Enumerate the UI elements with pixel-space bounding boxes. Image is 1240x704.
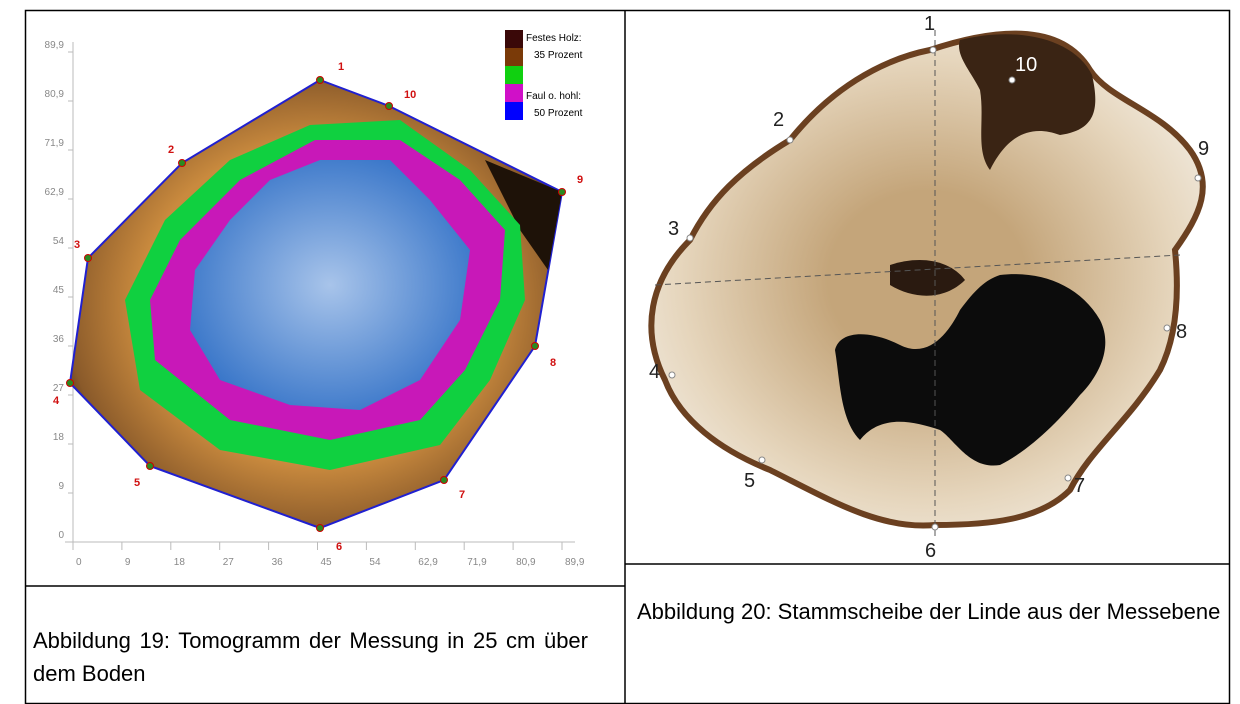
cavity — [835, 274, 1106, 466]
y-tick-label: 9 — [58, 481, 64, 492]
y-tick-label: 80,9 — [45, 89, 65, 100]
caption: Abbildung 19: Tomogramm der Messung in 2… — [33, 628, 588, 686]
legend-swatch — [505, 48, 523, 66]
legend-swatch — [505, 66, 523, 84]
sensor-label: 7 — [459, 489, 465, 501]
y-tick-label: 27 — [53, 383, 65, 394]
photo-label: 5 — [744, 470, 755, 492]
sensor-label: 6 — [336, 541, 342, 553]
sensor-label: 8 — [550, 357, 556, 369]
marker-dot — [786, 136, 794, 144]
x-tick-label: 18 — [174, 557, 186, 568]
sensor-dot — [316, 524, 324, 532]
marker-dot — [1194, 174, 1202, 182]
y-tick-label: 45 — [53, 285, 65, 296]
sensor-label: 5 — [134, 477, 140, 489]
legend-swatch — [505, 102, 523, 120]
sensor-label: 2 — [168, 144, 174, 156]
x-tick-label: 71,9 — [467, 557, 487, 568]
photo-label: 7 — [1074, 475, 1085, 497]
x-tick-label: 36 — [272, 557, 284, 568]
y-tick-label: 62,9 — [45, 187, 65, 198]
legend-text: Faul o. hohl: — [526, 91, 581, 102]
measure-line — [654, 254, 1181, 286]
sensor-label: 1 — [338, 61, 344, 73]
y-tick-label: 36 — [53, 334, 65, 345]
x-tick-label: 80,9 — [516, 557, 536, 568]
sensor-dot — [558, 188, 566, 196]
marker-dot — [1064, 474, 1072, 482]
sensor-label: 3 — [74, 239, 80, 251]
photo-label: 3 — [668, 218, 679, 240]
y-tick-label: 89,9 — [45, 40, 65, 51]
cavity — [890, 260, 965, 296]
marker-dot — [686, 234, 694, 242]
x-tick-label: 89,9 — [565, 557, 585, 568]
caption: Abbildung 20: Stammscheibe der Linde aus… — [637, 599, 1221, 624]
photo-label: 4 — [649, 361, 660, 383]
marker-dot — [1008, 76, 1016, 84]
blue-zone — [190, 160, 470, 410]
photo-label: 8 — [1176, 321, 1187, 343]
sensor-dot — [146, 462, 154, 470]
sensor-dot — [178, 159, 186, 167]
bark-zone — [959, 34, 1096, 170]
y-tick-label: 54 — [53, 236, 65, 247]
x-tick-label: 54 — [369, 557, 381, 568]
sensor-label: 4 — [53, 395, 60, 407]
marker-dot — [1163, 324, 1171, 332]
x-tick-label: 9 — [125, 557, 131, 568]
photo-label: 1 — [924, 13, 935, 35]
sensor-label: 9 — [577, 174, 583, 186]
x-tick-label: 0 — [76, 557, 82, 568]
photo-label: 10 — [1015, 54, 1037, 76]
sensor-dot — [66, 379, 74, 387]
y-tick-label: 0 — [58, 530, 64, 541]
sensor-dot — [385, 102, 393, 110]
x-tick-label: 27 — [223, 557, 235, 568]
marker-dot — [931, 523, 939, 531]
marker-dot — [758, 456, 766, 464]
legend-swatch — [505, 84, 523, 102]
y-tick-label: 71,9 — [45, 138, 65, 149]
x-tick-label: 45 — [321, 557, 333, 568]
sensor-label: 10 — [404, 89, 416, 101]
photo-label: 6 — [925, 540, 936, 562]
sensor-dot — [531, 342, 539, 350]
sensor-dot — [440, 476, 448, 484]
solid-wood-zone — [485, 160, 562, 270]
legend-text: Festes Holz: — [526, 33, 582, 44]
marker-dot — [929, 46, 937, 54]
photo-label: 9 — [1198, 138, 1209, 160]
photo-label: 2 — [773, 109, 784, 131]
sensor-dot — [316, 76, 324, 84]
sensor-dot — [84, 254, 92, 262]
x-tick-label: 62,9 — [418, 557, 438, 568]
marker-dot — [668, 371, 676, 379]
y-tick-label: 18 — [53, 432, 65, 443]
legend-text: 50 Prozent — [534, 108, 583, 119]
legend-text: 35 Prozent — [534, 50, 583, 61]
legend-swatch — [505, 30, 523, 48]
